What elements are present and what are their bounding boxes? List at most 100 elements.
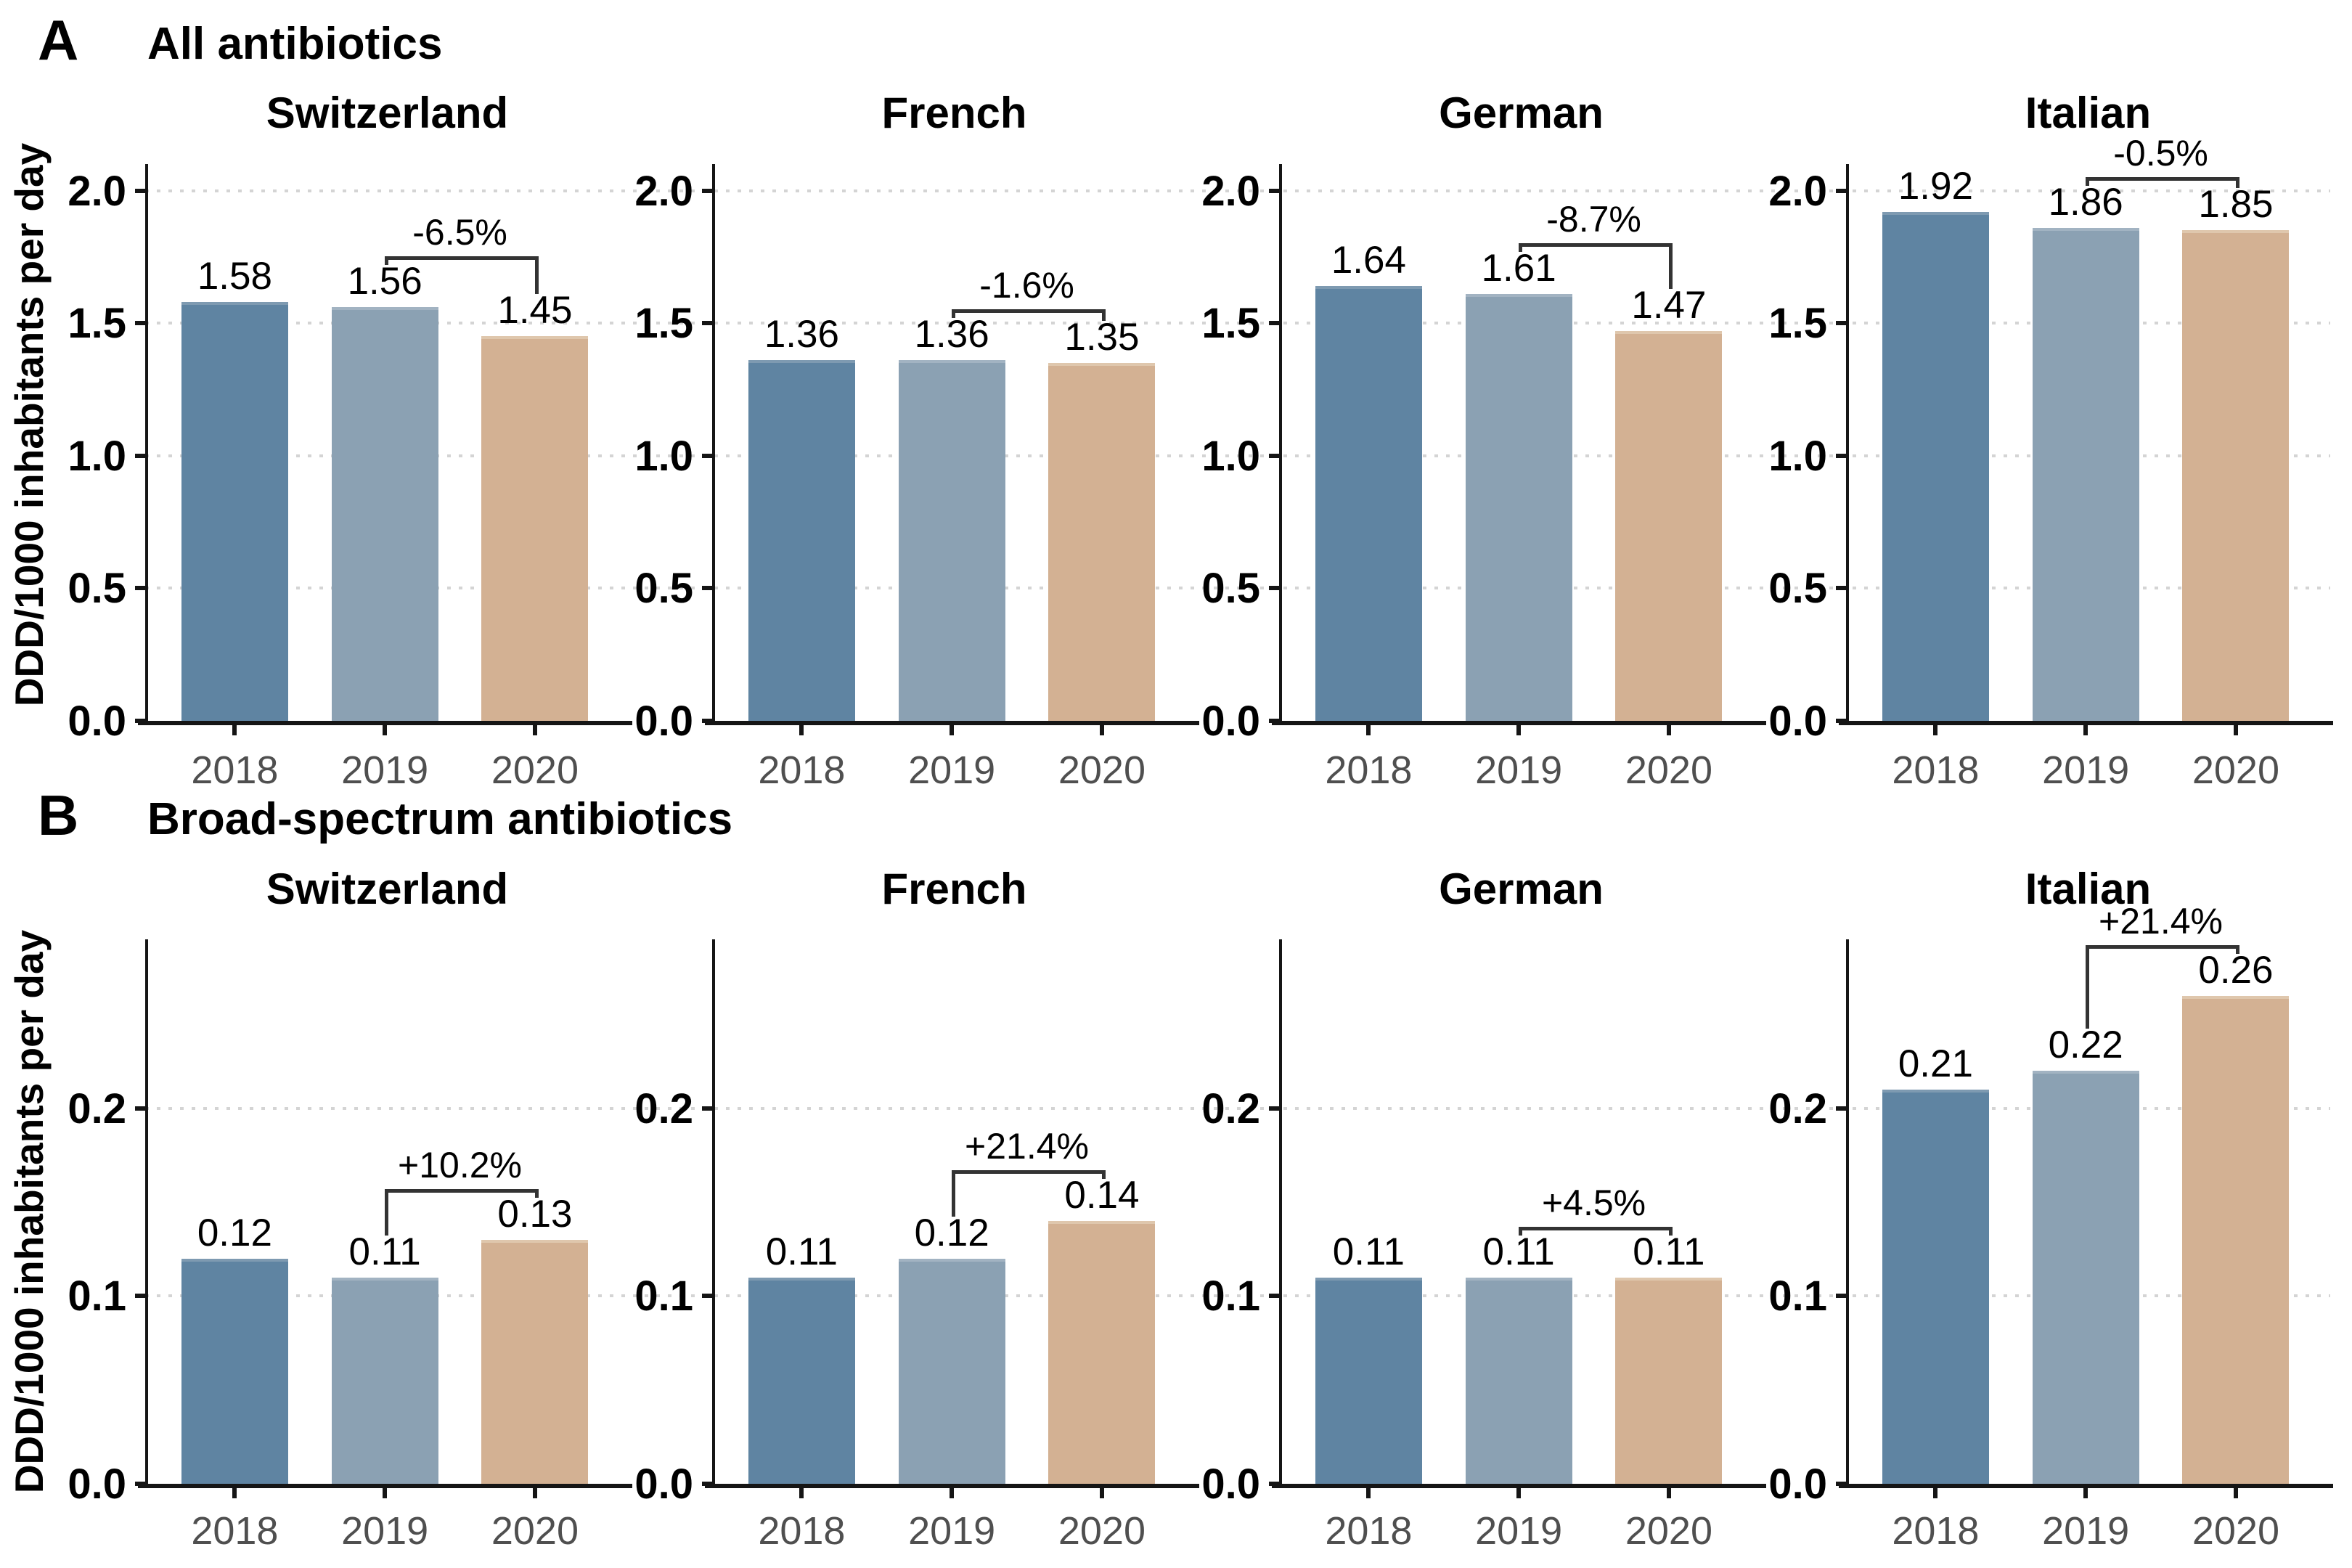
bar-value-label: 1.36 (914, 313, 989, 356)
x-tick-mark (1099, 725, 1104, 735)
bar-2020 (2182, 230, 2290, 721)
y-tick-label: 0.0 (634, 1461, 693, 1508)
x-tick-mark (950, 1488, 955, 1498)
panel-row-a: Switzerland 0.0 0.5 1.0 1.5 2.0 1.58 2018 1.56 20… (68, 89, 2333, 790)
bar-top-edge (2182, 230, 2290, 234)
bar-top-edge (1882, 1089, 1989, 1093)
x-tick-mark (1366, 725, 1371, 735)
y-tick-mark (135, 453, 145, 458)
bar-value-label: 1.56 (347, 260, 422, 303)
y-tick-label: 0.0 (634, 698, 693, 745)
bar-top-edge (1465, 1277, 1572, 1281)
bar-2018 (181, 301, 288, 721)
y-tick-label: 2.0 (1201, 167, 1260, 215)
panel-title-french: French (881, 89, 1027, 137)
bar-value-label: 0.11 (1482, 1230, 1555, 1273)
x-tick-mark (232, 725, 237, 735)
bracket-leg-left (385, 1188, 389, 1236)
y-axis-line (1279, 939, 1282, 1488)
y-tick-mark (1836, 586, 1846, 591)
bar-2019 (331, 1277, 438, 1484)
y-tick-label: 0.2 (1768, 1085, 1827, 1132)
bracket-leg-left (2086, 176, 2090, 186)
bar-value-label: 1.92 (1898, 164, 1973, 208)
y-tick-mark (702, 188, 712, 193)
y-tick-mark (135, 1106, 145, 1111)
y-tick-mark (1269, 1294, 1279, 1299)
bar-value-label: 1.86 (2048, 180, 2123, 224)
bar-value-label: 1.35 (1064, 315, 1140, 359)
bar-2018 (1315, 286, 1422, 721)
bar-top-edge (331, 307, 438, 311)
year-label: 2020 (2192, 748, 2279, 792)
x-axis-line (705, 1484, 1199, 1488)
y-tick-mark (702, 586, 712, 591)
year-label: 2018 (758, 748, 846, 792)
bar-top-edge (748, 360, 855, 364)
y-tick-label: 0.0 (1201, 698, 1260, 745)
bracket-leg-left (1519, 1226, 1523, 1236)
y-tick-mark (1836, 188, 1846, 193)
year-label: 2018 (191, 1509, 279, 1553)
gridline (145, 454, 2330, 457)
year-label: 2019 (341, 748, 429, 792)
bar-top-edge (898, 1258, 1005, 1262)
y-tick-mark (1836, 321, 1846, 326)
y-axis-line (1846, 939, 1849, 1488)
year-label: 2019 (2042, 748, 2130, 792)
y-tick-label: 1.0 (1201, 432, 1260, 480)
y-tick-label: 0.0 (68, 1461, 126, 1508)
y-tick-label: 1.5 (68, 300, 126, 348)
bar-value-label: 0.21 (1898, 1042, 1973, 1085)
bar-value-label: 0.22 (2048, 1024, 2123, 1067)
bracket-line (952, 1169, 1106, 1174)
year-label: 2020 (491, 748, 579, 792)
bracket-line (952, 309, 1106, 314)
bar-top-edge (1615, 331, 1723, 335)
y-tick-label: 0.5 (634, 565, 693, 613)
x-tick-mark (1366, 1488, 1371, 1498)
bar-2018 (1315, 1277, 1422, 1484)
year-label: 2020 (1058, 1509, 1146, 1553)
section-a-title: All antibiotics (147, 19, 443, 69)
section-b-letter: B (38, 783, 79, 847)
y-tick-mark (702, 1106, 712, 1111)
y-tick-label: 1.0 (68, 432, 126, 480)
y-tick-label: 0.0 (1201, 1461, 1260, 1508)
y-tick-mark (1836, 1294, 1846, 1299)
bar-value-label: 1.85 (2198, 183, 2274, 226)
x-tick-mark (2233, 725, 2238, 735)
panel-title-italian: Italian (2025, 865, 2152, 913)
bracket-leg-right (1668, 242, 1673, 290)
bar-top-edge (1315, 1277, 1422, 1281)
year-label: 2019 (908, 1509, 996, 1553)
y-tick-mark (1269, 453, 1279, 458)
year-label: 2019 (908, 748, 996, 792)
change-label: +10.2% (398, 1144, 523, 1185)
section-b-title: Broad-spectrum antibiotics (147, 794, 733, 844)
panel-title-italian: Italian (2025, 89, 2152, 137)
y-tick-label: 0.1 (68, 1273, 126, 1320)
x-tick-mark (799, 1488, 804, 1498)
y-tick-label: 1.5 (634, 300, 693, 348)
bar-top-edge (1315, 286, 1422, 289)
bar-2019 (2032, 227, 2139, 721)
x-tick-mark (799, 725, 804, 735)
x-tick-mark (2233, 1488, 2238, 1498)
bar-2019 (898, 1258, 1005, 1484)
change-label: -8.7% (1546, 198, 1641, 240)
bar-value-label: 1.45 (497, 289, 573, 332)
x-tick-mark (383, 725, 388, 735)
gridline (145, 1294, 2330, 1298)
panel-title-german: German (1439, 89, 1604, 137)
bar-2020 (1615, 331, 1723, 721)
bracket-leg-right (2235, 176, 2239, 189)
year-label: 2018 (1892, 748, 1980, 792)
y-tick-mark (1836, 1106, 1846, 1111)
panel-title-switzerland: Switzerland (266, 865, 509, 913)
y-axis-line (1279, 164, 1282, 725)
year-label: 2019 (1475, 1509, 1563, 1553)
x-tick-mark (1933, 1488, 1938, 1498)
year-label: 2020 (1625, 748, 1712, 792)
